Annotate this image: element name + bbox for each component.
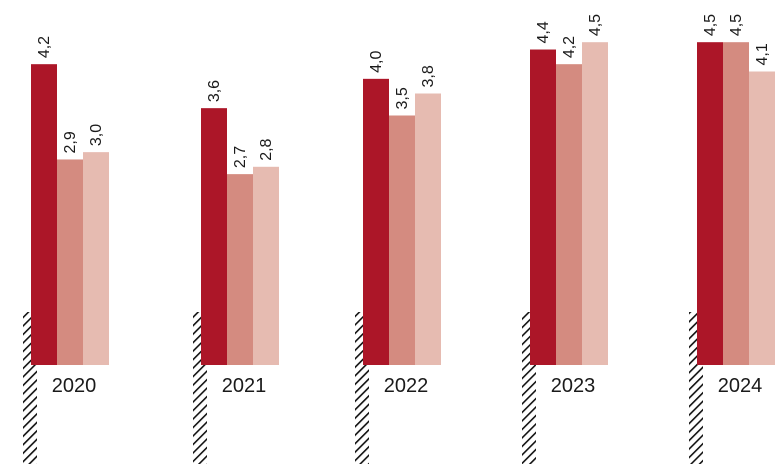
bar-value-label: 4,5 [587,14,604,36]
bar [57,159,83,365]
bar [749,71,775,365]
bar [582,42,608,365]
bar-value-label: 4,5 [702,14,719,36]
bar [530,49,556,366]
x-tick-label: 2024 [718,375,763,397]
bar-value-label: 4,1 [754,43,771,65]
bar-value-label: 3,0 [88,124,105,146]
x-tick-label: 2022 [384,375,429,397]
bar-value-label: 4,0 [368,50,385,72]
bar [723,42,749,365]
bar [389,115,415,365]
x-tick-label: 2021 [222,375,267,397]
bar-value-label: 4,5 [728,14,745,36]
bar [556,64,582,365]
bar-value-label: 3,5 [394,87,411,109]
bar [31,64,57,365]
bar [415,93,441,366]
bar [227,174,253,365]
bar-value-label: 3,8 [420,65,437,87]
bar-value-label: 4,2 [561,36,578,58]
bar [201,108,227,365]
bar [83,152,109,365]
bar [697,42,723,365]
bar-value-label: 4,4 [535,21,552,43]
bar-value-label: 2,9 [62,131,79,153]
x-tick-label: 2020 [52,375,97,397]
bar-value-label: 2,8 [258,138,275,160]
bar [253,166,279,365]
bar-value-label: 4,2 [36,36,53,58]
bar-value-label: 2,7 [232,146,249,168]
plot-area: 4,2 2,9 3,0 2020 3,6 2,7 2,8 2021 4,0 3,5 3,8 2022 4… [23,14,775,464]
x-tick-label: 2023 [551,375,596,397]
bar [363,78,389,366]
bar-value-label: 3,6 [206,80,223,102]
